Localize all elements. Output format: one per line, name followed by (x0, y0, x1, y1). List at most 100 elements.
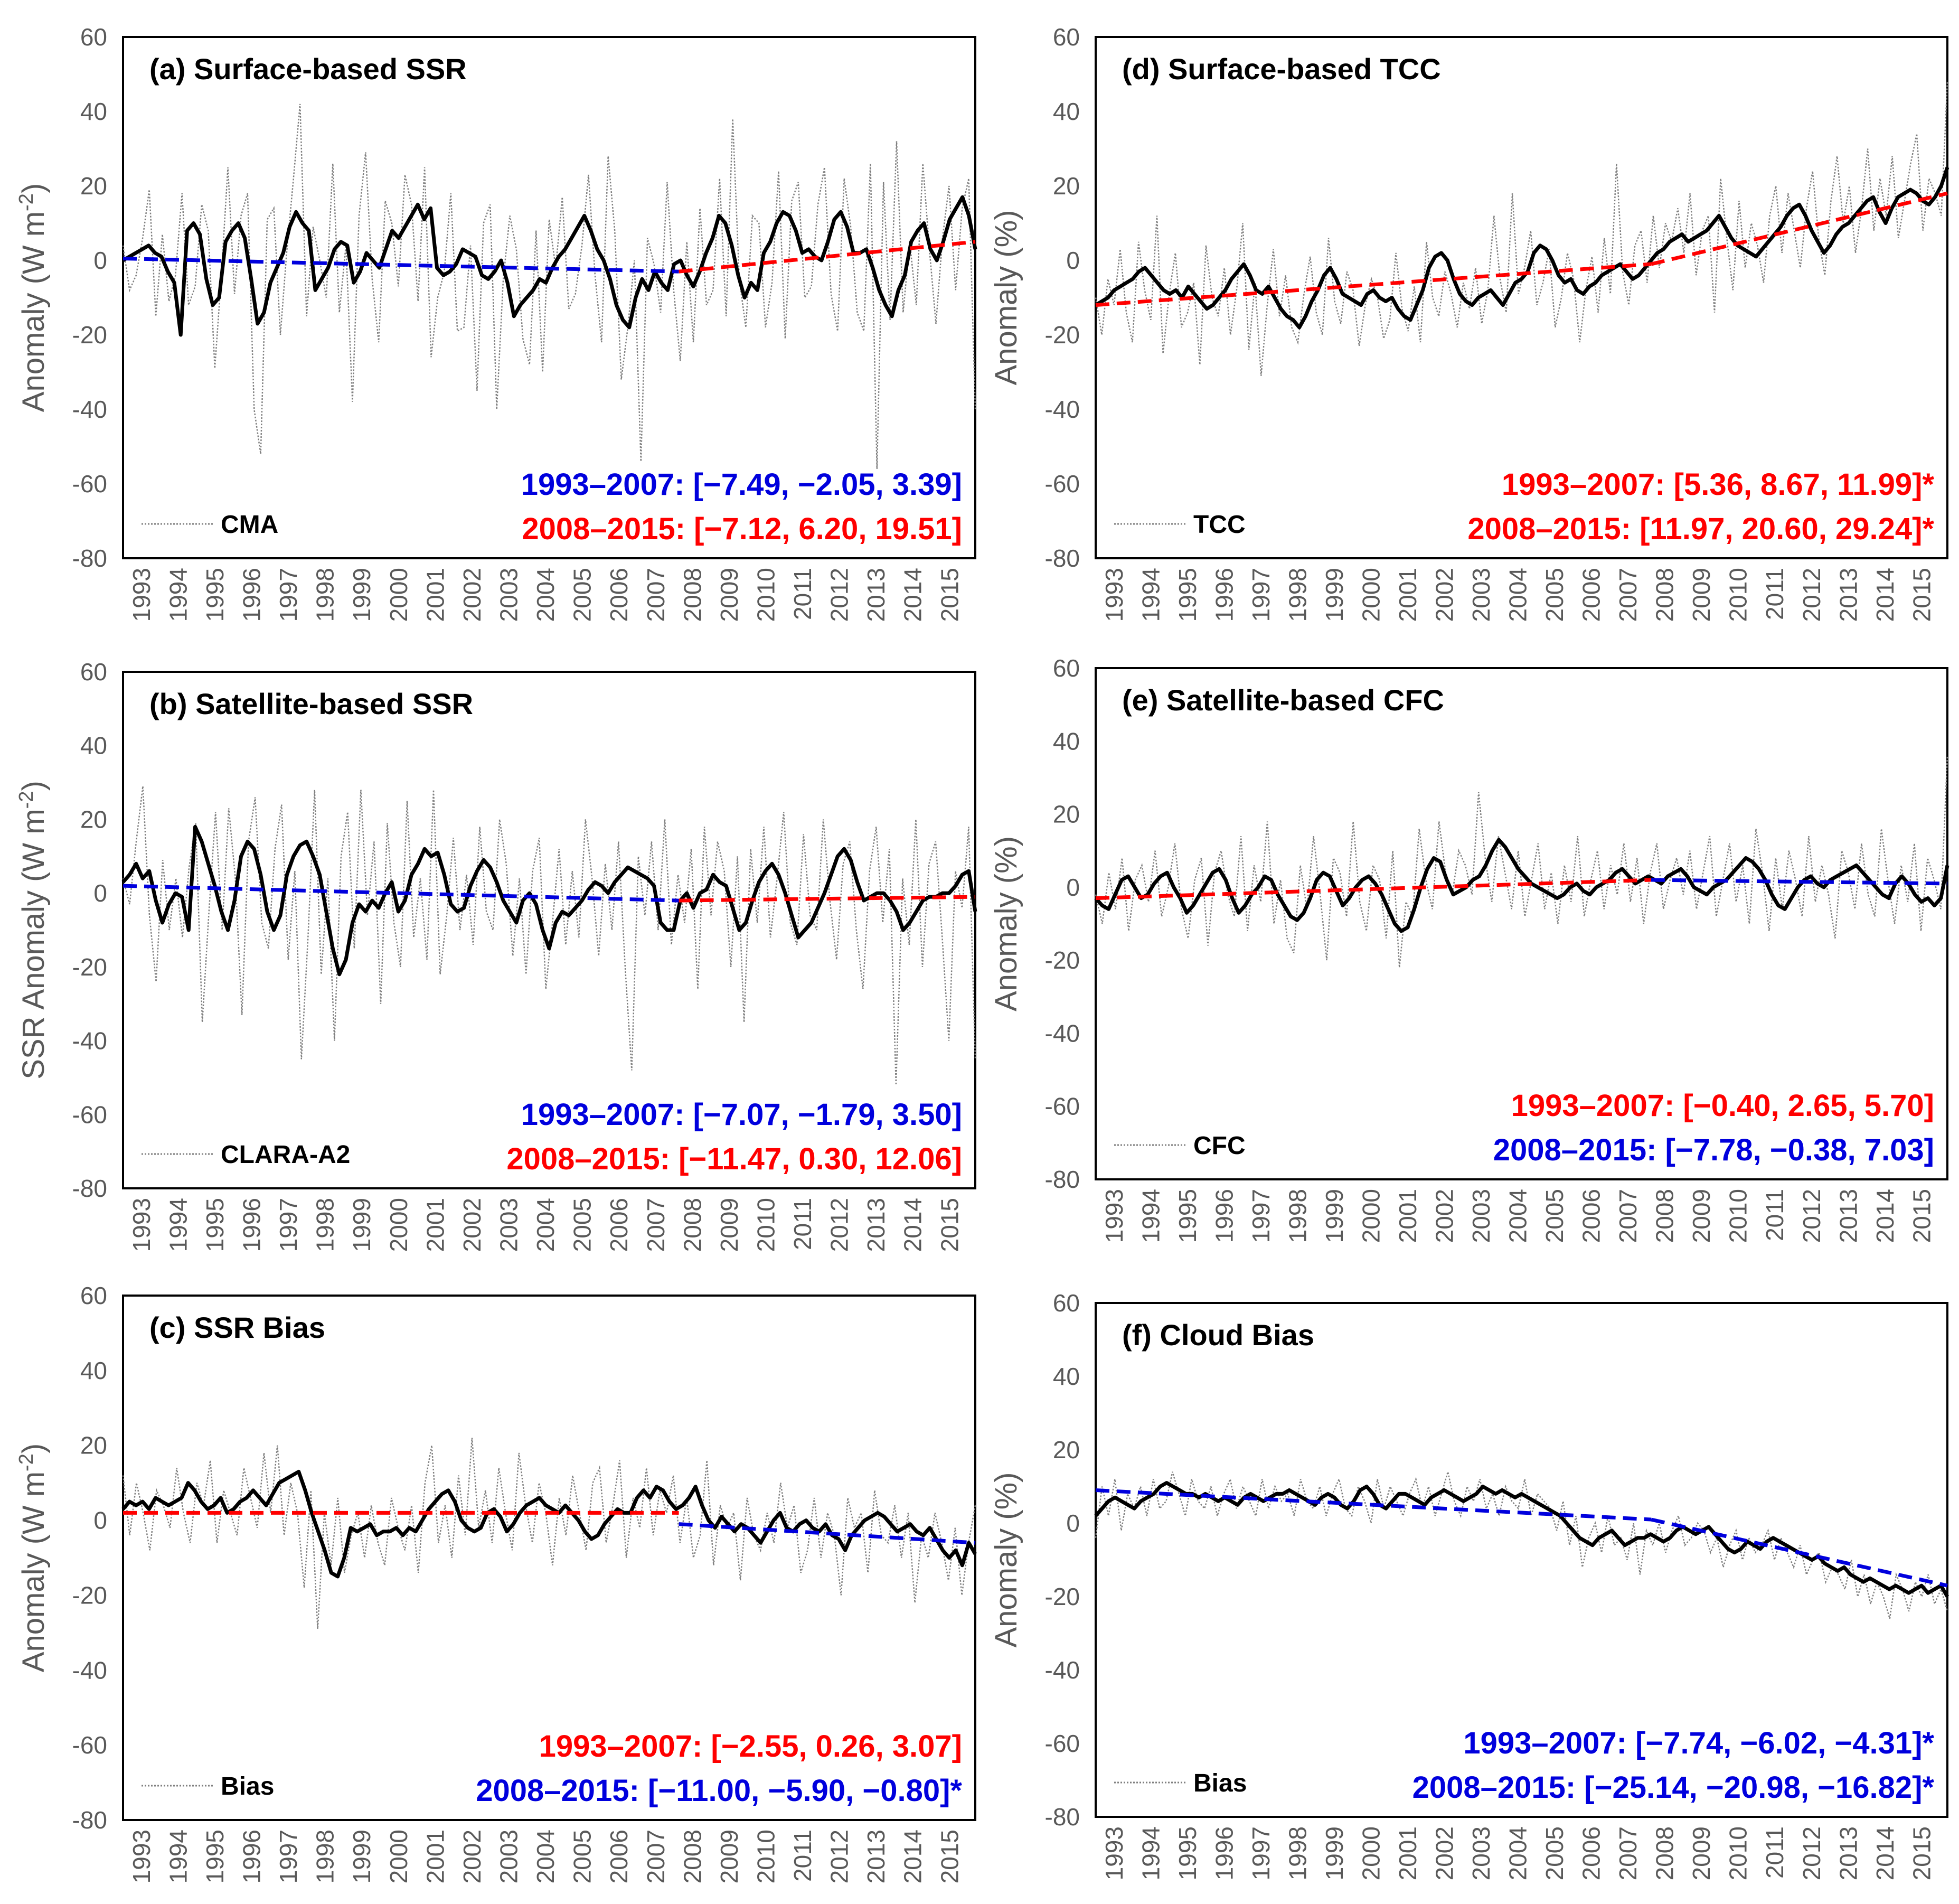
legend-label: Bias (1193, 1769, 1247, 1797)
x-tick-label: 1994 (164, 1198, 192, 1252)
x-tick-label: 2004 (1504, 568, 1532, 622)
legend-label: Bias (221, 1772, 274, 1800)
trend-stat-2008-2015: 2008–2015: [−7.12, 6.20, 19.51] (522, 512, 962, 546)
x-tick-label: 2006 (605, 1830, 633, 1883)
y-tick-label: -60 (1045, 1093, 1080, 1120)
x-tick-label: 1995 (201, 1198, 229, 1252)
y-tick-label: -40 (72, 1656, 107, 1684)
x-tick-label: 2000 (1357, 1189, 1385, 1243)
x-tick-label: 1993 (128, 568, 155, 622)
plot-frame-e (1095, 667, 1948, 1180)
x-tick-label: 2010 (1725, 1189, 1752, 1243)
x-tick-label: 2001 (421, 1198, 449, 1252)
y-tick-label: -20 (72, 1581, 107, 1609)
y-tick-label: 60 (80, 1282, 107, 1309)
x-tick-label: 2003 (1467, 1189, 1495, 1243)
y-tick-label: 0 (93, 1507, 107, 1534)
x-tick-label: 1998 (1284, 1826, 1311, 1880)
x-tick-label: 2013 (1834, 1189, 1862, 1243)
panel-title: (e) Satellite-based CFC (1122, 683, 1444, 717)
x-tick-label: 2004 (532, 1198, 559, 1252)
x-tick-label: 1999 (1321, 568, 1348, 622)
x-tick-label: 1993 (128, 1830, 155, 1883)
x-tick-label: 1997 (275, 1830, 302, 1883)
y-tick-label: 20 (1053, 172, 1080, 200)
y-axis-label: Anomaly (%) (989, 836, 1023, 1011)
legend-label: CMA (221, 511, 278, 539)
x-tick-label: 1996 (1210, 568, 1238, 622)
x-tick-label: 1997 (1247, 1189, 1275, 1243)
x-tick-label: 2000 (385, 1198, 412, 1252)
x-tick-label: 2012 (826, 568, 853, 622)
trend-line-1993-2007 (1095, 878, 1652, 901)
panel-title: (c) SSR Bias (149, 1311, 325, 1344)
panel-d: 60 40 20 0 -20 -40 -60 -80 1993 1994 1995 1996 1997 1… (989, 23, 1949, 622)
legend-label: CFC (1193, 1132, 1246, 1160)
trend-line-2008-2015 (1651, 191, 1948, 266)
x-tick-label: 2014 (899, 1830, 927, 1883)
x-tick-label: 2014 (1871, 1826, 1899, 1880)
x-tick-label: 2002 (1430, 1826, 1458, 1880)
y-tick-label: 60 (1053, 654, 1080, 682)
x-tick-label: 2001 (1394, 568, 1421, 622)
x-tick-label: 1995 (201, 1830, 229, 1883)
trend-stat-2008-2015: 2008–2015: [−25.14, −20.98, −16.82]* (1412, 1770, 1935, 1805)
x-tick-label: 2011 (1761, 568, 1788, 620)
y-tick-label: 20 (80, 172, 107, 200)
x-tick-label: 2011 (1761, 1189, 1788, 1241)
x-tick-label: 2014 (899, 1198, 927, 1252)
y-axis-label: Anomaly (W m-2) (15, 1443, 51, 1672)
x-tick-label: 1999 (1321, 1189, 1348, 1243)
x-tick-label: 2009 (715, 1830, 743, 1883)
x-tick-label: 2000 (385, 1830, 412, 1883)
y-tick-label: 40 (1053, 1363, 1080, 1390)
y-tick-label: 20 (1053, 801, 1080, 828)
x-tick-label: 1997 (275, 1198, 302, 1252)
x-tick-label: 2012 (1798, 1189, 1825, 1243)
y-tick-label: -20 (72, 321, 107, 349)
smoothed-series-line (1094, 838, 1949, 933)
x-tick-label: 2008 (1651, 568, 1679, 622)
smoothed-series-line (122, 195, 977, 337)
x-tick-label: 2013 (1834, 1826, 1862, 1880)
x-tick-label: 2012 (1798, 1826, 1825, 1880)
y-tick-label: -40 (72, 1027, 107, 1055)
y-tick-label: -20 (1045, 1583, 1080, 1610)
panel-title: (a) Surface-based SSR (149, 52, 467, 86)
x-tick-label: 2008 (679, 1198, 706, 1252)
x-tick-label: 2013 (862, 1198, 890, 1252)
trend-stat-1993-2007: 1993–2007: [−2.55, 0.26, 3.07] (539, 1729, 962, 1764)
panel-title: (b) Satellite-based SSR (149, 687, 473, 720)
y-tick-label: -80 (72, 1175, 107, 1202)
x-tick-label: 2008 (1651, 1826, 1679, 1880)
x-tick-label: 2010 (752, 1830, 779, 1883)
x-tick-label: 2007 (642, 568, 670, 622)
x-tick-label: 1995 (1174, 568, 1201, 622)
panel-f: 60 40 20 0 -20 -40 -60 -80 1993 1994 1995 1996 1997 1… (989, 1289, 1949, 1880)
x-tick-label: 2010 (752, 1198, 779, 1252)
x-tick-label: 2010 (752, 568, 779, 622)
trend-stat-1993-2007: 1993–2007: [5.36, 8.67, 11.99]* (1502, 467, 1935, 502)
y-tick-label: -80 (1045, 1166, 1080, 1193)
x-tick-label: 2008 (1651, 1189, 1679, 1243)
y-tick-label: -40 (1045, 1656, 1080, 1684)
legend-label: TCC (1193, 511, 1246, 539)
x-tick-label: 2013 (1834, 568, 1862, 622)
y-tick-label: -80 (72, 1806, 107, 1834)
x-tick-label: 1994 (1137, 1189, 1164, 1243)
x-tick-label: 2007 (1614, 1189, 1642, 1243)
x-tick-label: 1995 (201, 568, 229, 622)
y-tick-label: 20 (80, 805, 107, 833)
x-tick-label: 1993 (1100, 568, 1128, 622)
x-tick-label: 2000 (385, 568, 412, 622)
x-tick-label: 1994 (164, 1830, 192, 1883)
x-tick-label: 2000 (1357, 568, 1385, 622)
y-tick-label: -40 (72, 396, 107, 423)
x-tick-label: 2007 (1614, 568, 1642, 622)
smoothed-series-line (121, 824, 977, 977)
x-tick-label: 2001 (1394, 1189, 1421, 1243)
x-tick-label: 1999 (1321, 1826, 1348, 1880)
trend-stat-2008-2015: 2008–2015: [−11.47, 0.30, 12.06] (506, 1142, 962, 1176)
x-tick-label: 2012 (826, 1198, 853, 1252)
